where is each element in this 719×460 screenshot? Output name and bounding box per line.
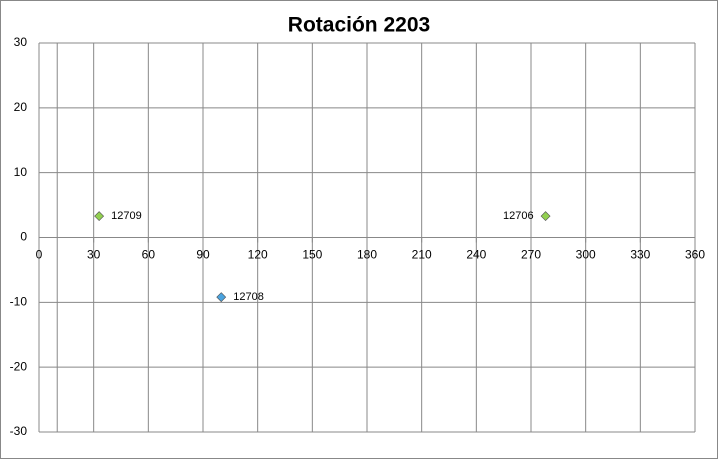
x-tick-label: 240 bbox=[466, 248, 486, 262]
x-tick-label: 180 bbox=[357, 248, 377, 262]
y-tick-label: -30 bbox=[10, 424, 28, 438]
point-label: 12706 bbox=[503, 210, 534, 222]
y-tick-label: 20 bbox=[14, 100, 28, 114]
x-tick-label: 270 bbox=[521, 248, 541, 262]
x-tick-label: 360 bbox=[685, 248, 705, 262]
y-tick-label: -10 bbox=[10, 295, 28, 309]
point bbox=[216, 292, 227, 303]
chart-title: Rotación 2203 bbox=[288, 14, 430, 37]
x-tick-label: 330 bbox=[630, 248, 650, 262]
x-tick-label: 60 bbox=[142, 248, 156, 262]
point-label: 12708 bbox=[233, 291, 264, 303]
x-tick-label: 120 bbox=[248, 248, 268, 262]
y-tick-label: 0 bbox=[20, 230, 27, 244]
y-tick-label: 10 bbox=[14, 165, 28, 179]
y-tick-label: 30 bbox=[14, 35, 28, 49]
point bbox=[94, 211, 105, 222]
y-tick-label: -20 bbox=[10, 359, 28, 373]
x-tick-label: 210 bbox=[412, 248, 432, 262]
x-tick-label: 30 bbox=[87, 248, 101, 262]
x-tick-label: 300 bbox=[576, 248, 596, 262]
x-tick-label: 90 bbox=[196, 248, 210, 262]
x-tick-label: 150 bbox=[302, 248, 322, 262]
point bbox=[540, 211, 551, 222]
point-label: 12709 bbox=[111, 210, 142, 222]
x-tick-label: 0 bbox=[36, 248, 43, 262]
